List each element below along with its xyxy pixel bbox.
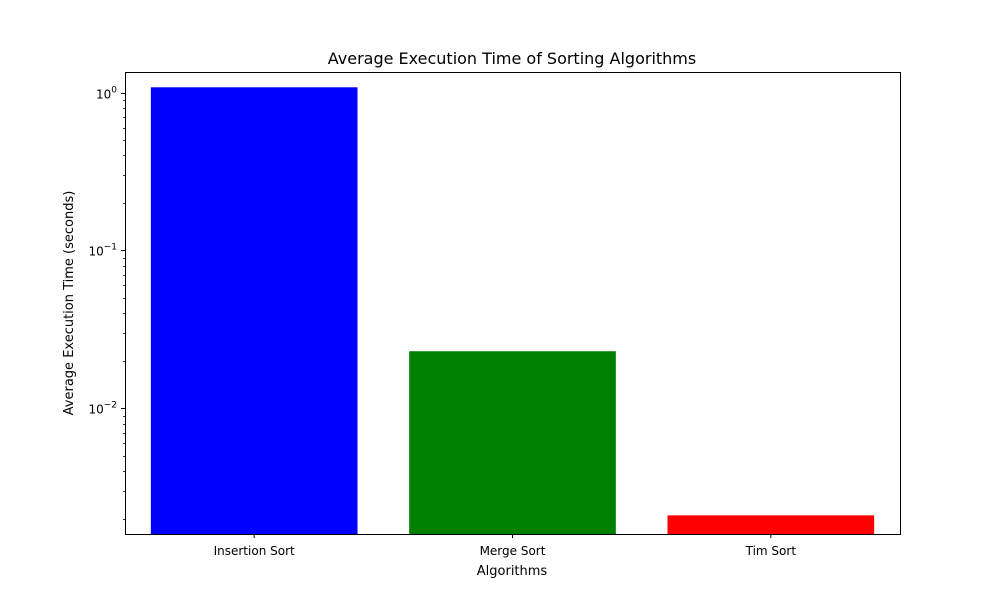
x-axis-ticks: Insertion Sort Merge Sort Tim Sort <box>214 534 797 558</box>
chart-title: Average Execution Time of Sorting Algori… <box>328 49 696 68</box>
bars-group <box>150 87 875 534</box>
x-tick-label: Merge Sort <box>480 544 546 558</box>
x-tick-label: Tim Sort <box>745 544 797 558</box>
y-axis-label: Average Execution Time (seconds) <box>62 191 77 416</box>
x-tick-label: Insertion Sort <box>214 544 295 558</box>
bar-insertion-sort <box>150 87 358 534</box>
bar-tim-sort <box>667 515 875 534</box>
bar-merge-sort <box>409 351 616 534</box>
x-axis-label: Algorithms <box>477 564 548 579</box>
